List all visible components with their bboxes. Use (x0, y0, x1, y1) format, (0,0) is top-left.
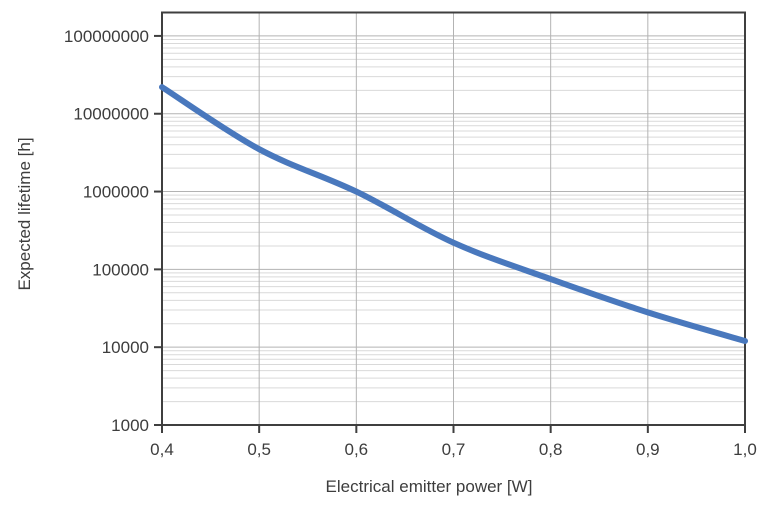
x-tick-label: 0,9 (636, 440, 660, 459)
x-tick-label: 0,6 (345, 440, 369, 459)
x-tick-label: 0,8 (539, 440, 563, 459)
y-tick-label: 10000000 (73, 105, 149, 124)
x-tick-label: 0,7 (442, 440, 466, 459)
y-tick-label: 1000 (111, 416, 149, 435)
x-tick-label: 0,5 (247, 440, 271, 459)
x-tick-label: 1,0 (733, 440, 757, 459)
y-tick-label: 100000 (92, 260, 149, 279)
y-tick-label: 1000000 (83, 183, 149, 202)
axis-ticks (154, 34, 746, 433)
x-tick-labels: 0,4 0,5 0,6 0,7 0,8 0,9 1,0 (150, 440, 757, 459)
y-axis-title: Expected lifetime [h] (15, 137, 34, 290)
vertical-gridlines (258, 13, 649, 424)
x-axis-title: Electrical emitter power [W] (326, 477, 533, 496)
y-tick-label: 10000 (102, 338, 149, 357)
y-tick-labels: 1000 10000 100000 1000000 10000000 100000000 (64, 27, 149, 435)
x-tick-label: 0,4 (150, 440, 174, 459)
y-tick-label: 100000000 (64, 27, 149, 46)
lifetime-curve (159, 84, 748, 344)
